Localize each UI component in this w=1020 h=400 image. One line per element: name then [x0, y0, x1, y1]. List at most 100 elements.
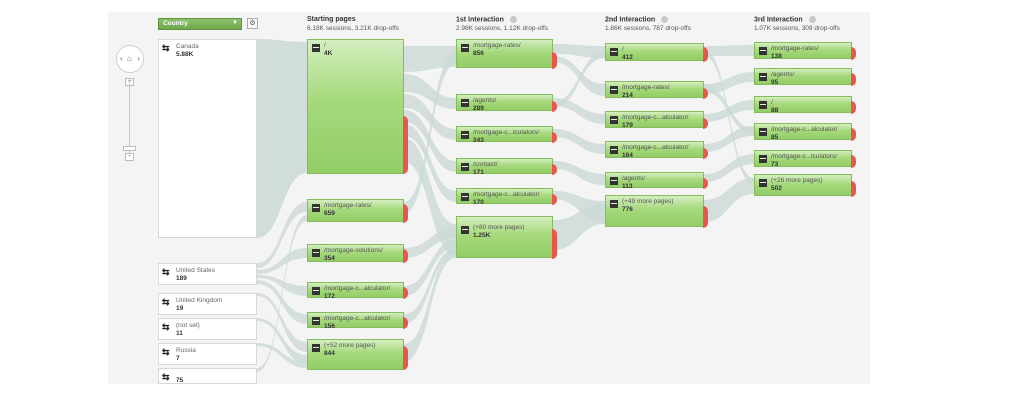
drop-off-bar[interactable] — [552, 52, 557, 69]
flow-band[interactable] — [257, 275, 307, 296]
drop-off-bar[interactable] — [703, 148, 708, 159]
home-icon[interactable]: ⌂ — [127, 54, 132, 63]
gear-icon[interactable] — [661, 16, 669, 23]
country-node[interactable]: ⇆ Russia 7 — [158, 343, 257, 365]
starting-page-node[interactable]: /mortgage-rates/ 659 — [307, 199, 408, 223]
flow-band[interactable] — [257, 318, 307, 364]
interaction-1-node[interactable]: /mortgage-rates/ 856 — [456, 39, 557, 69]
starting-page-node[interactable]: /mortgage-solutions/ 354 — [307, 244, 408, 263]
interaction-2-node[interactable]: /agents/ 113 — [605, 172, 708, 190]
flow-band[interactable] — [404, 138, 456, 256]
country-node[interactable]: ⇆ United Kingdom 19 — [158, 293, 257, 315]
gear-icon[interactable] — [509, 16, 517, 23]
interaction-3-node[interactable]: (+26 more pages) 502 — [754, 174, 856, 197]
interaction-1-node[interactable]: /contact/ 171 — [456, 158, 557, 176]
drop-off-bar[interactable] — [851, 128, 856, 141]
flow-band[interactable] — [553, 52, 605, 108]
flow-band[interactable] — [404, 240, 456, 296]
drop-off-bar[interactable] — [703, 206, 708, 228]
interaction-3-node[interactable]: /agents/ 95 — [754, 68, 856, 86]
flow-band[interactable] — [553, 44, 605, 58]
drop-off-bar[interactable] — [552, 164, 557, 175]
zoom-out-button[interactable]: - — [125, 153, 134, 161]
flow-band[interactable] — [704, 72, 754, 94]
interaction-2-node[interactable]: /mortgage-c...alculator/ 179 — [605, 111, 708, 129]
flow-band[interactable] — [553, 161, 605, 185]
starting-page-node[interactable]: /mortgage-c...alculator/ 172 — [307, 282, 408, 300]
starting-page-node[interactable]: /mortgage-c...alculator/ 156 — [307, 312, 408, 330]
interaction-1-node[interactable]: /agents/ 289 — [456, 94, 557, 112]
drop-off-bar[interactable] — [851, 181, 856, 197]
flow-band[interactable] — [404, 52, 456, 214]
starting-page-node[interactable]: (+52 more pages) 844 — [307, 339, 408, 370]
flow-band[interactable] — [553, 56, 605, 96]
zoom-slider-handle[interactable] — [123, 146, 136, 151]
interaction-2-node[interactable]: /mortgage-rates/ 214 — [605, 81, 708, 99]
country-node[interactable]: ⇆ 75 — [158, 368, 257, 384]
interaction-3-node[interactable]: /mortgage-c...alculator/ 85 — [754, 123, 856, 141]
drop-off-bar[interactable] — [403, 346, 408, 370]
flow-band[interactable] — [404, 94, 456, 140]
flow-band[interactable] — [257, 343, 307, 368]
flow-band[interactable] — [257, 280, 307, 324]
drop-off-bar[interactable] — [552, 229, 557, 259]
drop-off-bar[interactable] — [703, 47, 708, 62]
flow-band[interactable] — [404, 124, 456, 202]
flow-band[interactable] — [404, 248, 456, 324]
flow-band[interactable] — [704, 178, 754, 222]
country-node[interactable]: ⇆ Canada 5.88K — [158, 39, 257, 238]
flow-band[interactable] — [553, 129, 605, 154]
drop-off-bar[interactable] — [552, 101, 557, 112]
flow-band[interactable] — [553, 98, 605, 124]
interaction-1-node[interactable]: (+80 more pages) 1.25K — [456, 216, 557, 259]
flow-band[interactable] — [553, 204, 605, 250]
drop-off-bar[interactable] — [851, 101, 856, 114]
interaction-3-node[interactable]: / 88 — [754, 96, 856, 114]
flow-band[interactable] — [257, 293, 307, 352]
flow-band[interactable] — [257, 39, 307, 238]
gear-icon[interactable] — [808, 16, 816, 23]
flow-band[interactable] — [704, 50, 754, 184]
flow-band[interactable] — [704, 86, 754, 134]
flow-band[interactable] — [257, 202, 307, 268]
drop-off-bar[interactable] — [552, 194, 557, 205]
flow-band[interactable] — [257, 248, 307, 274]
drop-off-bar[interactable] — [403, 204, 408, 223]
dimension-dropdown[interactable]: Country ▼ — [158, 18, 242, 30]
drop-off-bar[interactable] — [851, 155, 856, 168]
country-node[interactable]: ⇆ United States 189 — [158, 263, 257, 285]
drop-off-bar[interactable] — [403, 249, 408, 263]
starting-page-node[interactable]: / 4K — [307, 39, 408, 174]
drop-off-bar[interactable] — [403, 116, 408, 174]
interaction-3-node[interactable]: /mortgage-rates/ 138 — [754, 42, 856, 60]
zoom-slider-track[interactable] — [129, 78, 130, 158]
flow-band[interactable] — [404, 110, 456, 172]
flow-band[interactable] — [404, 250, 456, 362]
interaction-2-node[interactable]: /mortgage-c...alculator/ 164 — [605, 141, 708, 159]
drop-off-bar[interactable] — [851, 47, 856, 60]
drop-off-bar[interactable] — [703, 88, 708, 99]
drop-off-bar[interactable] — [851, 73, 856, 86]
drop-off-bar[interactable] — [703, 118, 708, 129]
country-node[interactable]: ⇆ (not set) 11 — [158, 318, 257, 340]
gear-icon[interactable]: ⚙ — [247, 18, 258, 29]
interaction-1-node[interactable]: /mortgage-c...lculators/ 243 — [456, 126, 557, 144]
flow-band[interactable] — [257, 215, 307, 372]
interaction-1-node[interactable]: /mortgage-c...alculator/ 170 — [456, 188, 557, 206]
flow-band[interactable] — [704, 126, 754, 152]
interaction-2-node[interactable]: / 412 — [605, 43, 708, 62]
flow-band[interactable] — [704, 45, 754, 56]
drop-off-bar[interactable] — [552, 132, 557, 143]
chevron-right-icon[interactable]: › — [137, 54, 140, 63]
drop-off-bar[interactable] — [403, 317, 408, 329]
flow-band[interactable] — [404, 46, 456, 72]
drop-off-bar[interactable] — [403, 287, 408, 299]
flow-band[interactable] — [404, 74, 456, 109]
flow-band[interactable] — [404, 228, 456, 258]
interaction-2-node[interactable]: (+49 more pages) 776 — [605, 195, 708, 228]
pan-control[interactable]: ‹ ⌂ › — [116, 45, 144, 73]
chevron-left-icon[interactable]: ‹ — [120, 54, 123, 63]
flow-band[interactable] — [704, 154, 754, 182]
drop-off-bar[interactable] — [703, 178, 708, 189]
interaction-3-node[interactable]: /mortgage-c...lculators/ 73 — [754, 150, 856, 168]
